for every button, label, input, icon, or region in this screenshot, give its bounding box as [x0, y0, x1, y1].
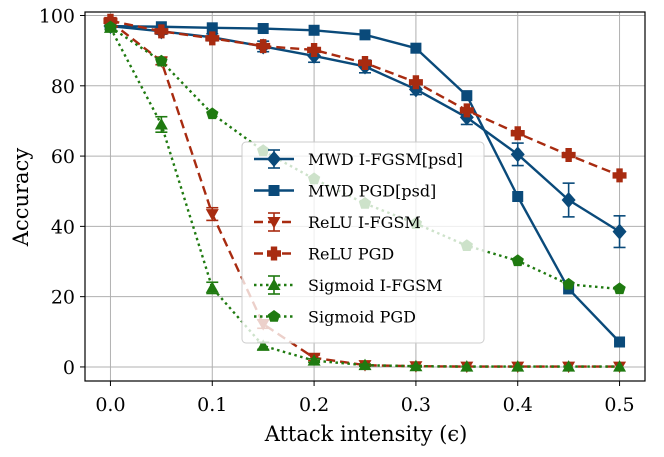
- legend-label: MWD I-FGSM[psd]: [308, 150, 463, 169]
- data-point: [512, 191, 523, 202]
- y-tick-label: 80: [51, 76, 75, 98]
- data-point: [562, 148, 576, 162]
- x-tick-label: 0.1: [197, 394, 227, 416]
- data-point: [511, 126, 525, 140]
- data-point: [512, 254, 524, 266]
- x-axis-title: Attack intensity (ϵ): [264, 422, 468, 446]
- legend-marker: [269, 185, 280, 196]
- x-tick-label: 0.5: [604, 394, 634, 416]
- accuracy-chart: 0.0 0.1 0.2 0.3 0.4 0.5 0 20 40 60 80 100 Attack in…: [0, 0, 664, 457]
- legend-label: Sigmoid I-FGSM: [308, 276, 443, 295]
- data-point: [461, 90, 472, 101]
- data-point: [206, 209, 219, 221]
- y-tick-label: 40: [51, 216, 75, 238]
- legend-label: Sigmoid PGD: [308, 308, 416, 327]
- y-tick-label: 20: [51, 287, 75, 309]
- data-point: [155, 118, 168, 129]
- data-point: [613, 168, 627, 182]
- data-point: [613, 282, 625, 294]
- legend-label: ReLU PGD: [308, 245, 394, 264]
- data-point: [614, 336, 625, 347]
- y-axis-title: Accuracy: [9, 148, 33, 248]
- x-tick-label: 0.4: [503, 394, 533, 416]
- legend-label: MWD PGD[psd]: [308, 182, 436, 201]
- y-tick-label: 100: [39, 6, 75, 28]
- data-point: [309, 25, 320, 36]
- legend-label: ReLU I-FGSM: [308, 213, 421, 232]
- data-point: [206, 281, 219, 293]
- data-point: [360, 29, 371, 40]
- x-tick-label: 0.0: [95, 394, 125, 416]
- y-tick-label: 60: [51, 146, 75, 168]
- y-tick-label: 0: [63, 357, 75, 379]
- data-point: [410, 43, 421, 54]
- legend: MWD I-FGSM[psd] MWD PGD[psd] ReLU I-FGSM Re…: [242, 142, 484, 343]
- data-point: [258, 23, 269, 34]
- x-tick-label: 0.3: [401, 394, 431, 416]
- x-tick-label: 0.2: [299, 394, 329, 416]
